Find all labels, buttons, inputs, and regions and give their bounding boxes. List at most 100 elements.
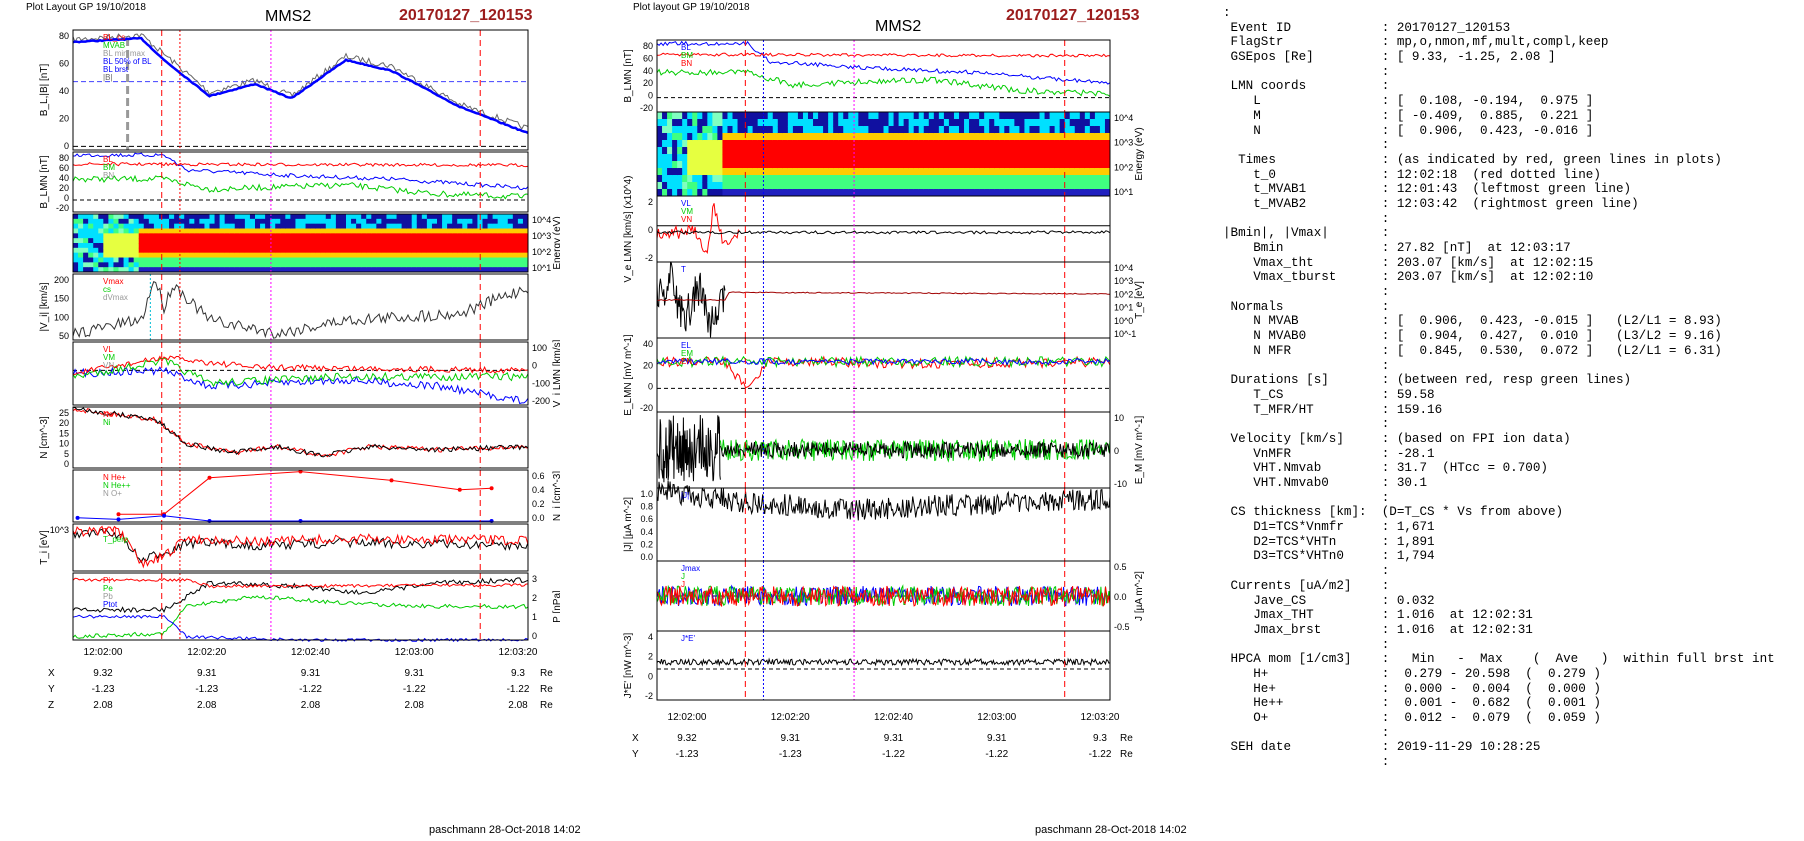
middle-spectrogram-cell [757,175,764,183]
middle-spectrogram-cell [712,161,718,169]
left-spectrogram-cell [209,252,216,258]
y-tick-label: 80 [643,41,653,51]
left-spectrogram-cell [447,228,453,234]
left-spectrogram-cell [280,214,286,220]
left-spectrogram-cell [411,214,418,220]
left-spectrogram-cell [502,252,509,258]
middle-spectrogram-cell [1019,119,1025,127]
coord-value: -1.22 [299,684,322,695]
left-spectrogram-cell [482,233,489,239]
left-spectrogram-cell [83,233,89,239]
middle-spectrogram-cell [1079,175,1086,183]
left-spectrogram-cell [482,218,489,225]
middle-spectrogram-cell [1054,119,1061,127]
legend-label: VN [103,361,114,370]
left-spectrogram-cell [229,238,236,244]
middle-spectrogram-cell [893,168,900,176]
left-spectrogram-cell [315,233,322,239]
middle-spectrogram-cell [823,175,829,183]
middle-spectrogram-cell [667,154,673,162]
left-spectrogram-cell [492,228,499,234]
left-spectrogram-cell [73,257,79,263]
middle-spectrogram-cell [903,161,910,169]
left-spectrogram-cell [148,223,155,229]
left-spectrogram-cell [234,262,241,268]
left-spectrogram-cell [214,214,221,220]
left-spectrogram-cell [103,257,109,263]
left-spectrogram-cell [260,238,266,244]
y-axis-label: B_LMN [nT] [623,49,634,103]
left-spectrogram-cell [421,228,428,234]
middle-spectrogram-cell [762,168,769,176]
left-spectrogram-cell [452,252,458,258]
left-spectrogram-cell [507,257,514,263]
middle-spectrogram-cell [782,182,789,190]
left-spectrogram-cell [467,233,473,239]
middle-spectrogram-cell [672,154,678,162]
middle-spectrogram-cell [1084,147,1091,155]
middle-spectrogram-cell [953,147,960,155]
middle-spectrogram-cell [1079,112,1086,120]
left-spectrogram-cell [356,252,362,258]
left-spectrogram-cell [406,243,413,249]
middle-spectrogram-cell [938,161,945,169]
middle-spectrogram-cell [782,126,789,134]
middle-spectrogram-cell [858,147,864,155]
left-spectrogram-cell [497,223,504,229]
left-spectrogram-cell [371,252,377,258]
legend-label: T_perp [103,535,129,544]
y-tick-label: 0 [64,193,69,203]
middle-spectrogram-cell [898,168,905,176]
middle-spectrogram-cell [858,168,864,176]
middle-spectrogram-cell [823,161,829,169]
left-spectrogram-cell [346,257,352,263]
left-spectrogram-cell [315,218,322,225]
middle-spectrogram-cell [662,126,668,134]
middle-spectrogram-cell [667,140,673,148]
middle-spectrogram-cell [848,112,854,120]
left-spectrogram-cell [371,262,377,268]
left-spectrogram-cell [295,252,301,258]
middle-spectrogram-cell [787,147,794,155]
left-spectrogram-cell [153,238,160,244]
middle-spectrogram-cell [1069,147,1076,155]
middle-spectrogram-cell [1014,147,1020,155]
y-tick-label: 15 [59,428,69,438]
middle-spectrogram-cell [964,133,970,141]
middle-spectrogram-cell [747,112,754,120]
left-spectrogram-cell [442,233,448,239]
middle-spectrogram-cell [933,112,940,120]
left-spectrogram-cell [78,233,84,239]
middle-spectrogram-cell [697,175,703,183]
left-spectrogram-cell [265,223,271,229]
left-spectrogram-cell [462,267,468,273]
info-line: Vmax_tburst : 203.07 [km/s] at 12:02:10 [1223,270,1594,285]
middle-spectrogram-cell [707,182,713,190]
left-spectrogram-cell [73,223,79,229]
middle-spectrogram-cell [1094,168,1101,176]
middle-spectrogram-cell [787,161,794,169]
left-spectrogram-cell [199,262,205,268]
left-spectrogram-cell [194,238,200,244]
left-spectrogram-cell [502,238,509,244]
middle-spectrogram-cell [838,147,844,155]
middle-spectrogram-cell [823,189,829,197]
middle-spectrogram-cell [979,119,985,127]
left-spectrogram-cell [244,257,251,263]
middle-spectrogram-cell [1049,182,1056,190]
middle-spectrogram-cell [898,161,905,169]
left-spectrogram-cell [133,243,140,249]
middle-spectrogram-cell [1019,140,1025,148]
middle-spectrogram-cell [712,126,718,134]
middle-spectrogram-cell [1014,168,1020,176]
left-spectrogram-cell [351,218,357,225]
left-spectrogram-cell [204,243,210,249]
left-panel-frame [72,523,529,572]
left-spectrogram-cell [512,223,519,229]
middle-spectrogram-cell [662,182,668,190]
left-spectrogram-cell [98,228,104,234]
middle-spectrogram-cell [818,189,824,197]
en-line [656,357,1111,366]
middle-spectrogram-cell [767,112,774,120]
left-spectrogram-cell [396,247,403,254]
